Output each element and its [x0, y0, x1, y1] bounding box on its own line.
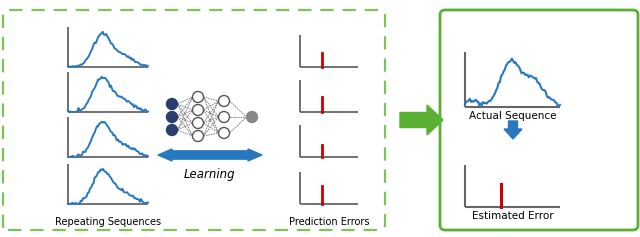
Circle shape	[193, 118, 204, 128]
FancyArrow shape	[158, 149, 174, 161]
FancyArrow shape	[246, 149, 262, 161]
FancyArrow shape	[504, 121, 522, 139]
Text: Actual Sequence: Actual Sequence	[468, 111, 556, 121]
Text: Estimated Error: Estimated Error	[472, 211, 554, 221]
Circle shape	[218, 128, 230, 138]
Circle shape	[166, 99, 177, 109]
Circle shape	[166, 124, 177, 136]
Circle shape	[218, 96, 230, 106]
Text: Prediction Errors: Prediction Errors	[289, 217, 369, 227]
Circle shape	[246, 111, 257, 123]
Circle shape	[193, 131, 204, 141]
FancyArrow shape	[400, 105, 443, 135]
Circle shape	[193, 91, 204, 102]
Circle shape	[166, 111, 177, 123]
Circle shape	[218, 111, 230, 123]
Text: Repeating Sequences: Repeating Sequences	[55, 217, 161, 227]
Text: Learning: Learning	[184, 168, 236, 181]
Circle shape	[193, 105, 204, 115]
